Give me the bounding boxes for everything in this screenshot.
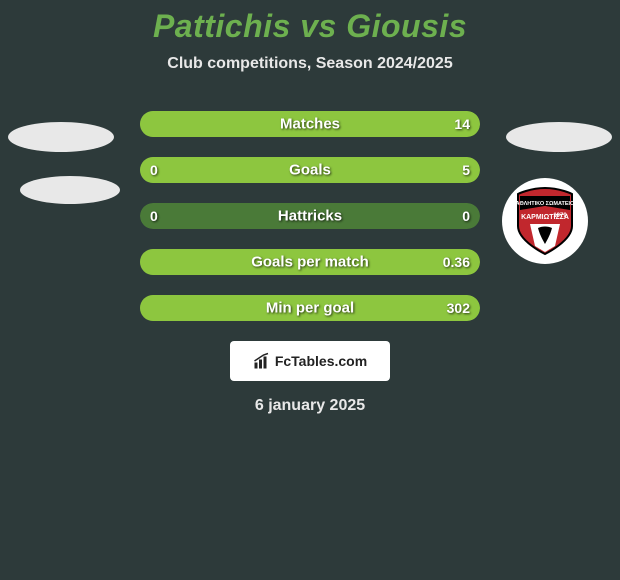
- stat-row: Hattricks 0 0: [140, 203, 480, 229]
- footer-date: 6 january 2025: [0, 397, 620, 415]
- badge-text-year: 1979: [553, 213, 567, 219]
- subtitle: Club competitions, Season 2024/2025: [0, 55, 620, 73]
- bars-icon: [253, 352, 271, 370]
- stat-value-right: 0.36: [443, 254, 470, 270]
- stat-label: Goals: [289, 162, 331, 179]
- player-right-avatar-placeholder: [506, 122, 612, 152]
- stat-row: Min per goal 302: [140, 295, 480, 321]
- stat-value-right: 5: [462, 162, 470, 178]
- stat-row: Goals 0 5: [140, 157, 480, 183]
- stat-value-right: 0: [462, 208, 470, 224]
- stat-value-right: 14: [454, 116, 470, 132]
- stats-area: Matches 14 Goals 0 5 Hattricks 0 0 Goals per mat…: [140, 111, 480, 321]
- stat-label: Matches: [280, 116, 340, 133]
- shield-icon: ΑΘΛΗΤΙΚΟ ΣΩΜΑΤΕΙΟ ΚΑΡΜΙΩΤΙΣΣΑ 1979: [510, 186, 580, 256]
- stat-label: Goals per match: [251, 254, 369, 271]
- stat-label: Hattricks: [278, 208, 342, 225]
- stat-label: Min per goal: [266, 300, 354, 317]
- stat-value-right: 302: [447, 300, 470, 316]
- player-left-club-placeholder: [20, 176, 120, 204]
- player-left-avatar-placeholder: [8, 122, 114, 152]
- stat-value-left: 0: [150, 208, 158, 224]
- page-title: Pattichis vs Giousis: [0, 8, 620, 45]
- player-right-club-badge: ΑΘΛΗΤΙΚΟ ΣΩΜΑΤΕΙΟ ΚΑΡΜΙΩΤΙΣΣΑ 1979: [502, 178, 588, 264]
- brand-text: FcTables.com: [275, 353, 367, 369]
- stat-value-left: 0: [150, 162, 158, 178]
- brand-box[interactable]: FcTables.com: [230, 341, 390, 381]
- badge-text-top: ΑΘΛΗΤΙΚΟ ΣΩΜΑΤΕΙΟ: [516, 201, 575, 207]
- stat-row: Matches 14: [140, 111, 480, 137]
- stat-row: Goals per match 0.36: [140, 249, 480, 275]
